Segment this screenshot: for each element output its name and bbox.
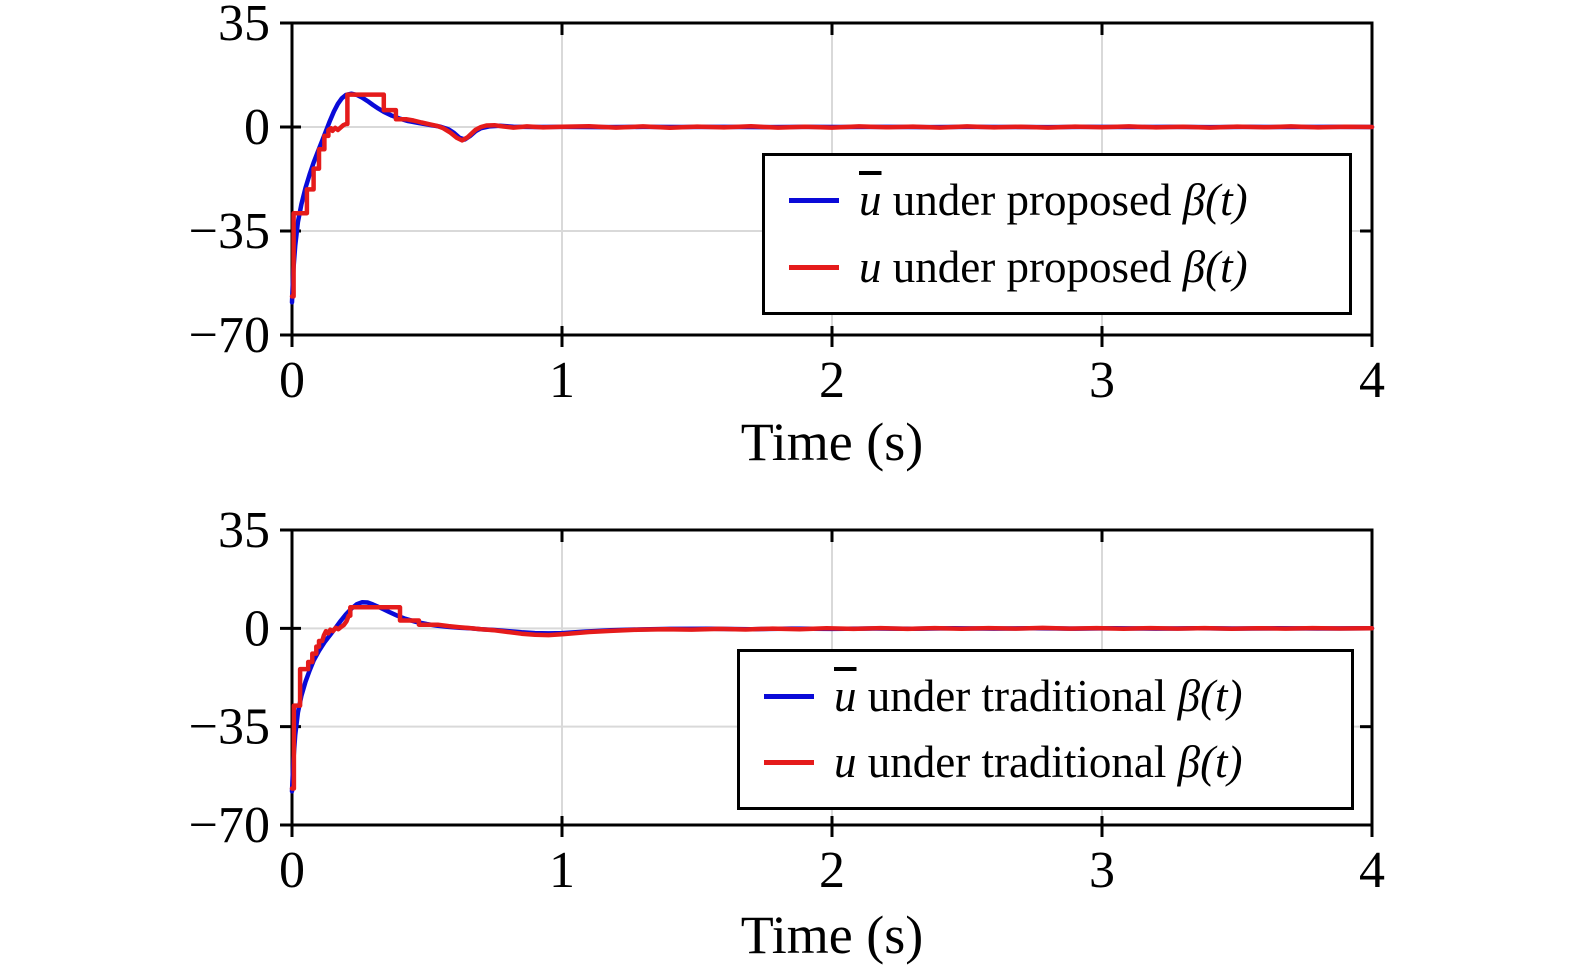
x-axis-label: Time (s) xyxy=(741,905,924,965)
u-bar-symbol: u xyxy=(834,670,857,721)
series-line-u_proposed xyxy=(289,92,1375,299)
y-tick-label: −70 xyxy=(189,307,270,364)
legend-entry: u under traditional β(t) xyxy=(764,740,1351,785)
legend-entry-label: u under traditional β(t) xyxy=(834,670,1243,721)
y-tick-label: −35 xyxy=(189,699,270,756)
legend-entry: u under traditional β(t) xyxy=(764,670,1351,721)
x-tick-label: 1 xyxy=(549,352,575,409)
x-tick-label: 3 xyxy=(1089,842,1115,899)
legend-line-swatch xyxy=(764,693,814,699)
x-tick-label: 0 xyxy=(279,352,305,409)
u-bar-symbol: u xyxy=(859,175,882,225)
beta-t-symbol: β(t) xyxy=(1182,175,1248,225)
y-tick-label: 35 xyxy=(218,0,270,52)
y-tick-label: 0 xyxy=(244,600,270,657)
series-line-u_traditional xyxy=(289,605,1375,791)
legend-plain-text: under proposed xyxy=(881,175,1183,225)
beta-t-symbol: β(t) xyxy=(1177,670,1243,721)
legend-plain-text: under traditional xyxy=(856,737,1178,788)
y-tick-label: 0 xyxy=(244,99,270,156)
beta-t-symbol: β(t) xyxy=(1177,737,1243,788)
legend-proposed: u under proposed β(t) u under proposed β(… xyxy=(762,153,1352,315)
u-symbol: u xyxy=(859,242,882,292)
legend-traditional: u under traditional β(t) u under traditio… xyxy=(737,649,1354,810)
legend-entry: u under proposed β(t) xyxy=(789,245,1349,290)
beta-t-symbol: β(t) xyxy=(1182,242,1248,292)
legend-entry-label: u under traditional β(t) xyxy=(834,740,1243,785)
legend-line-swatch xyxy=(789,265,839,270)
x-tick-label: 4 xyxy=(1359,352,1385,409)
x-axis-label: Time (s) xyxy=(741,412,924,472)
legend-line-swatch xyxy=(789,198,839,203)
y-tick-label: −70 xyxy=(189,797,270,854)
legend-plain-text: under proposed xyxy=(881,242,1183,292)
x-tick-label: 3 xyxy=(1089,352,1115,409)
u-symbol: u xyxy=(834,737,857,788)
legend-entry-label: u under proposed β(t) xyxy=(859,178,1248,223)
x-tick-label: 2 xyxy=(819,842,845,899)
legend-line-swatch xyxy=(764,760,814,766)
y-tick-label: 35 xyxy=(218,502,270,559)
legend-entry: u under proposed β(t) xyxy=(789,178,1349,223)
x-tick-label: 1 xyxy=(549,842,575,899)
legend-entry-label: u under proposed β(t) xyxy=(859,245,1248,290)
y-tick-label: −35 xyxy=(189,203,270,260)
x-tick-label: 0 xyxy=(279,842,305,899)
legend-plain-text: under traditional xyxy=(856,670,1178,721)
x-tick-label: 4 xyxy=(1359,842,1385,899)
x-tick-label: 2 xyxy=(819,352,845,409)
